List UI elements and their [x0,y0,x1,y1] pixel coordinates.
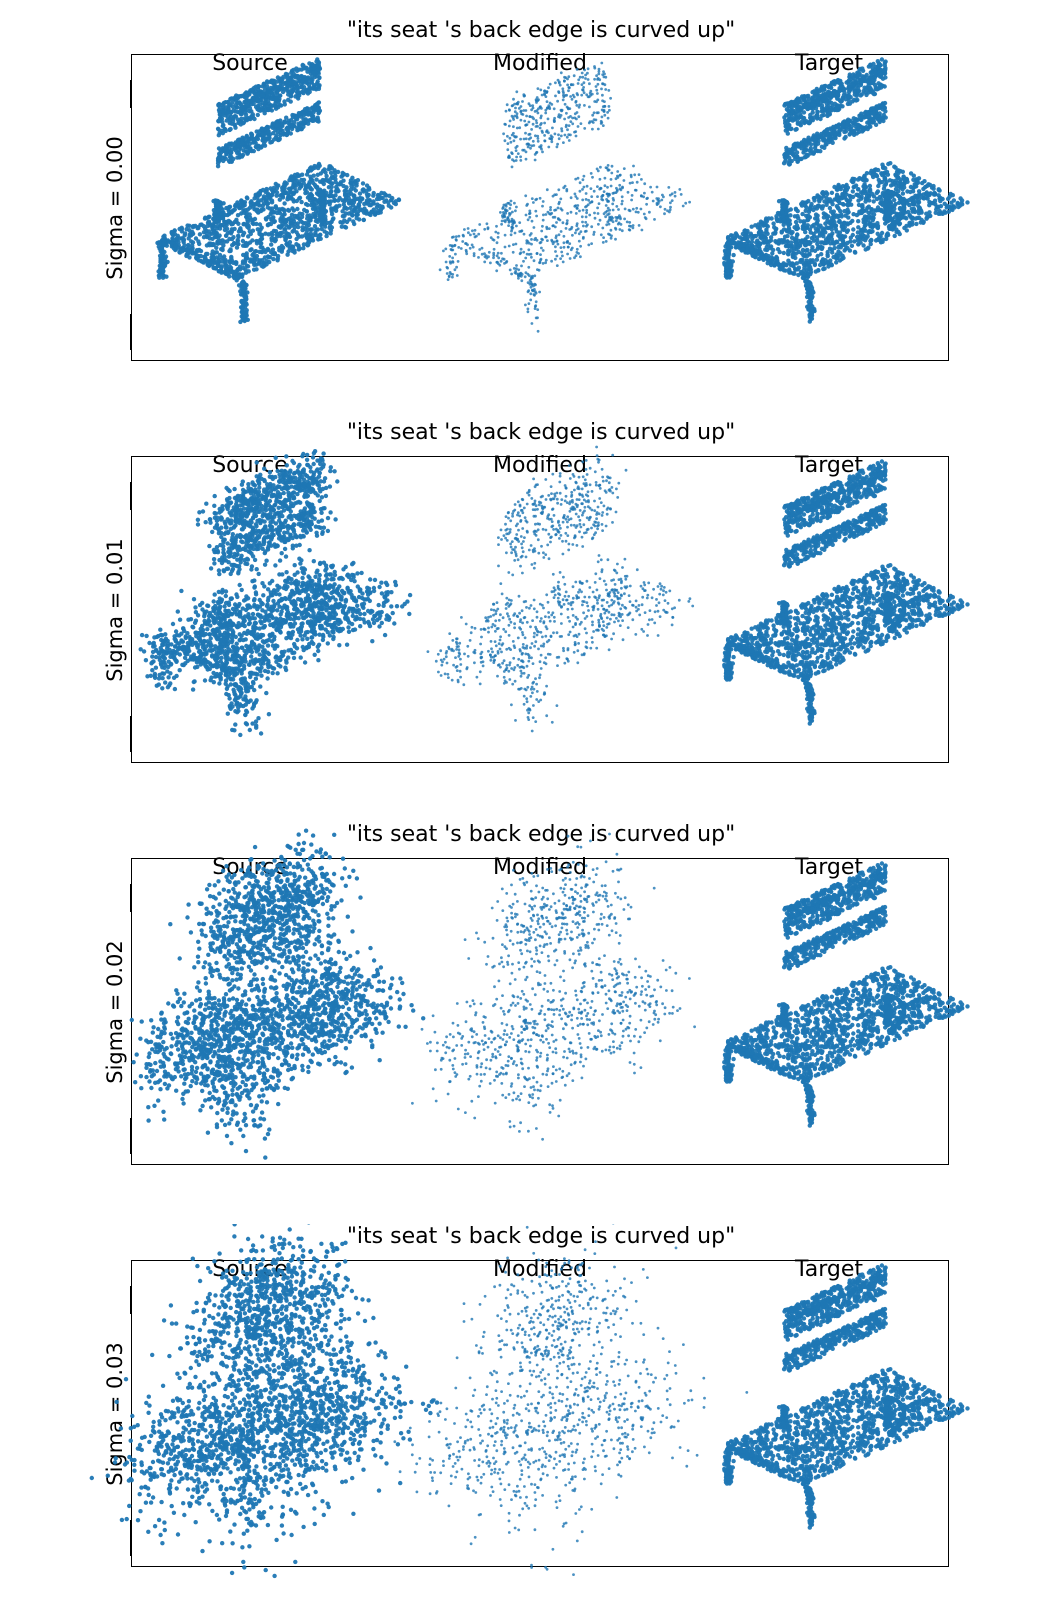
panel-sigma-003: "its seat 's back edge is curved up" Sig… [0,1224,1050,1584]
axis-tick-bottom [130,716,131,752]
axis-tick-bottom [130,314,131,350]
column-label-modified: Modified [493,453,587,478]
panel-title: "its seat 's back edge is curved up" [132,822,950,847]
panel-title: "its seat 's back edge is curved up" [132,1224,950,1249]
point-cloud-canvas [129,828,970,1160]
panel-sigma-002: "its seat 's back edge is curved up" Sig… [0,822,1050,1182]
column-label-target: Target [795,453,863,478]
axis-tick-bottom [130,1520,131,1556]
point-cloud-canvas [89,1224,970,1579]
column-label-modified: Modified [493,855,587,880]
panel-title: "its seat 's back edge is curved up" [132,18,950,43]
column-label-target: Target [795,51,863,76]
panel-sigma-001: "its seat 's back edge is curved up" Sig… [0,420,1050,780]
column-label-target: Target [795,855,863,880]
point-cloud-canvas [155,57,970,333]
panel-sigma-000: "its seat 's back edge is curved up" Sig… [0,18,1050,378]
column-label-modified: Modified [493,51,587,76]
panel-title: "its seat 's back edge is curved up" [132,420,950,445]
axis-tick-top [130,482,131,510]
axis-tick-top [130,80,131,108]
column-label-source: Source [212,51,288,76]
point-cloud-canvas [138,445,970,738]
axis-tick-top [130,1286,131,1314]
axis-tick-bottom [130,1118,131,1154]
column-label-target: Target [795,1257,863,1282]
axis-tick-top [130,884,131,912]
